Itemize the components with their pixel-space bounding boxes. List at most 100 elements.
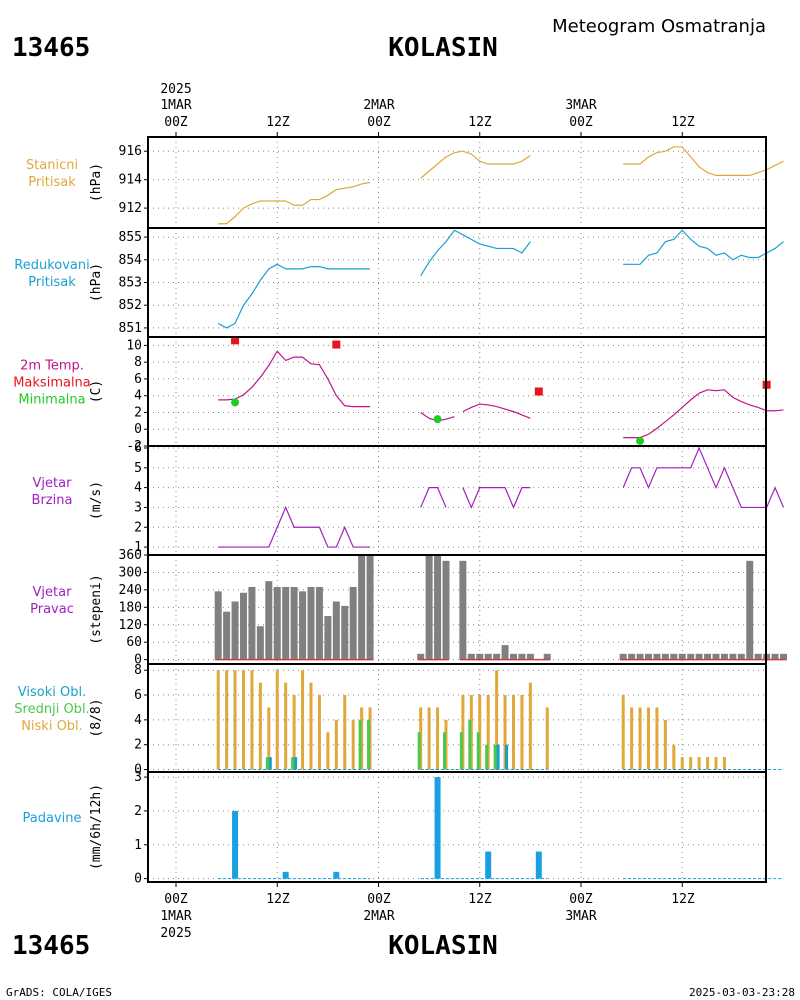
series-line [623, 229, 784, 265]
panel-frame [147, 445, 767, 556]
series-line [218, 350, 371, 408]
direction-bar [299, 591, 307, 660]
station-id-top: 13465 [12, 33, 90, 63]
panel-clouds: 8 6 4 2 0 Visoki Obl. Srednji Obl. Niski Obl. (8… [14, 663, 784, 778]
panel-label: Stanicni [26, 158, 78, 173]
panel-precipitation: 3 2 1 0 Padavine (mm/6h/12h) [23, 770, 784, 887]
panel-label: Brzina [32, 493, 73, 508]
top-tick-5: 00Z [569, 115, 593, 130]
y-tick-label: 4 [134, 481, 142, 496]
bottom-date-3: 3MAR [565, 909, 596, 924]
y-tick-label: 60 [126, 635, 142, 650]
cloud-bar [672, 744, 676, 770]
top-date-3: 3MAR [565, 98, 596, 113]
series-line [420, 229, 531, 277]
cloud-bar [242, 670, 245, 770]
cloud-bar [367, 719, 371, 770]
top-date-2: 2MAR [363, 98, 394, 113]
cloud-bar [528, 682, 532, 770]
y-tick-label: 180 [119, 600, 142, 615]
y-tick-label: 0 [134, 763, 142, 778]
series-line [462, 403, 531, 419]
direction-bar [341, 605, 349, 660]
station-id-bottom: 13465 [12, 931, 90, 961]
panel-frame [147, 771, 767, 883]
y-tick-label: 3 [134, 500, 142, 515]
y-tick-label: 0 [134, 422, 142, 437]
direction-bar [231, 601, 239, 660]
y-tick-label: 0 [134, 653, 142, 668]
cloud-bar [630, 707, 634, 770]
y-tick-label: 855 [119, 230, 142, 245]
cloud-bar [655, 707, 659, 770]
top-tick-3: 00Z [367, 115, 391, 130]
top-tick-2: 12Z [266, 115, 290, 130]
cloud-bar [503, 695, 507, 770]
direction-bar [425, 555, 433, 660]
direction-bar [493, 653, 501, 660]
panel-unit: (hPa) [89, 163, 104, 202]
panel-label: Pritisak [28, 175, 76, 190]
top-tick-4: 12Z [468, 115, 492, 130]
bottom-date-1: 1MAR [160, 909, 191, 924]
series-line [218, 505, 371, 548]
precip-bar [434, 777, 441, 879]
direction-bar [476, 653, 484, 660]
precip-bar [333, 871, 340, 879]
y-tick-label: 6 [134, 441, 142, 456]
cloud-bar [436, 707, 440, 770]
direction-bar [636, 653, 644, 660]
cloud-bar [291, 757, 295, 770]
precip-bar [282, 871, 289, 879]
direction-bar [670, 653, 678, 660]
direction-bar [417, 653, 425, 660]
bottom-tick-5: 00Z [569, 892, 593, 907]
cloud-bar [485, 744, 489, 770]
direction-bar [282, 586, 290, 660]
cloud-bar [663, 719, 667, 770]
panel-label: Pravac [30, 602, 74, 617]
direction-bar [619, 653, 627, 660]
cloud-bar [358, 719, 362, 770]
direction-bar [324, 616, 332, 660]
bottom-tick-3: 00Z [367, 892, 391, 907]
direction-bar [653, 653, 661, 660]
direction-bar [678, 653, 686, 660]
top-date-1: 1MAR [160, 98, 191, 113]
direction-bar [543, 653, 551, 660]
panel-label: Vjetar [33, 476, 73, 491]
station-name-bottom: KOLASIN [388, 931, 498, 961]
y-tick-label: 1 [134, 838, 142, 853]
cloud-bar [680, 757, 684, 770]
direction-bar [256, 626, 264, 660]
direction-bar [240, 592, 247, 660]
y-tick-label: 6 [134, 688, 142, 703]
panel-label: 2m Temp. [20, 359, 84, 374]
tmax-point [231, 336, 240, 345]
direction-bar [358, 555, 366, 660]
precip-bar [485, 851, 492, 879]
cloud-bar [493, 744, 497, 770]
direction-bar [315, 586, 323, 660]
panel-temperature: 10 8 6 42 0 -2 2m Temp. Maksimalna Minimalna (C) [13, 336, 784, 454]
cloud-bar [496, 744, 500, 770]
direction-bar [223, 611, 231, 660]
direction-bar [628, 653, 636, 660]
direction-bar [771, 653, 779, 660]
direction-bar [510, 653, 517, 660]
precip-bar [232, 810, 239, 879]
tmin-point [433, 415, 442, 424]
station-name-top: KOLASIN [388, 33, 498, 63]
cloud-bar [495, 670, 499, 770]
cloud-bar [476, 732, 480, 770]
panel-label: Padavine [23, 811, 82, 826]
panel-label: Minimalna [18, 393, 85, 408]
tmax-point [332, 340, 341, 349]
direction-bar [467, 653, 475, 660]
panel-unit: (stepeni) [89, 574, 104, 644]
cloud-bar [284, 682, 288, 770]
panel-label: Visoki Obl. [18, 685, 86, 700]
bottom-tick-6: 12Z [671, 892, 695, 907]
direction-bar [366, 555, 374, 660]
panel-frame [147, 136, 767, 229]
